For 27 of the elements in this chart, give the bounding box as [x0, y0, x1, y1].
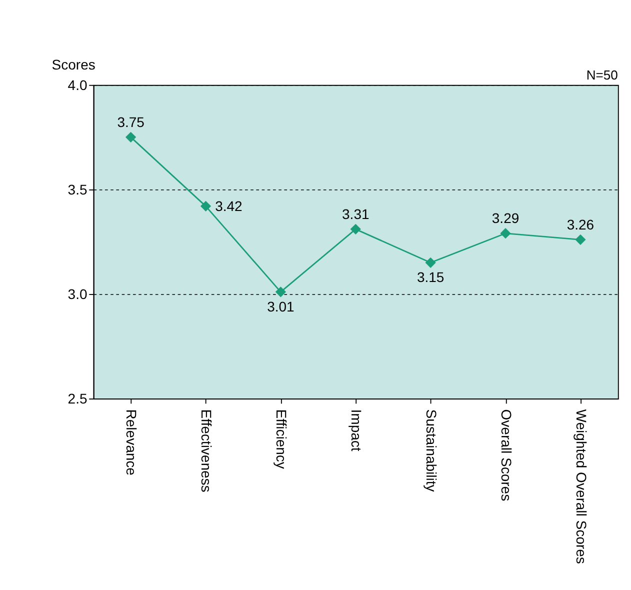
y-tick-label: 3.0: [68, 286, 88, 302]
data-label: 3.01: [267, 298, 295, 315]
point: [350, 224, 361, 235]
x-tick-label: Impact: [348, 409, 364, 452]
x-tick-label: Weighted Overall Scores: [573, 409, 590, 564]
point: [425, 257, 436, 268]
x-tick-label: Sustainability: [423, 409, 440, 492]
x-tick-label: Effectiveness: [198, 409, 215, 492]
point: [575, 234, 586, 245]
data-label: 3.15: [416, 269, 444, 286]
text: N=50: [586, 67, 618, 82]
point: [200, 200, 212, 212]
x-tick-label: Efficiency: [273, 409, 290, 469]
data-label: 3.29: [492, 210, 520, 226]
data-label: 3.31: [342, 206, 370, 222]
y-tick-label: 3.5: [68, 182, 88, 198]
point: [500, 228, 511, 239]
point: [275, 286, 286, 298]
data-label: 3.75: [117, 114, 145, 130]
y-tick-label: 2.5: [68, 390, 88, 407]
data-label: 3.42: [215, 198, 243, 214]
x-tick-label: Relevance: [124, 409, 140, 476]
point: [125, 132, 136, 143]
y-tick-label: 4.0: [68, 77, 88, 94]
data-label: 3.26: [566, 216, 594, 232]
x-tick-label: Overall Scores: [498, 409, 514, 502]
y-axis-title: Scores: [52, 56, 96, 73]
